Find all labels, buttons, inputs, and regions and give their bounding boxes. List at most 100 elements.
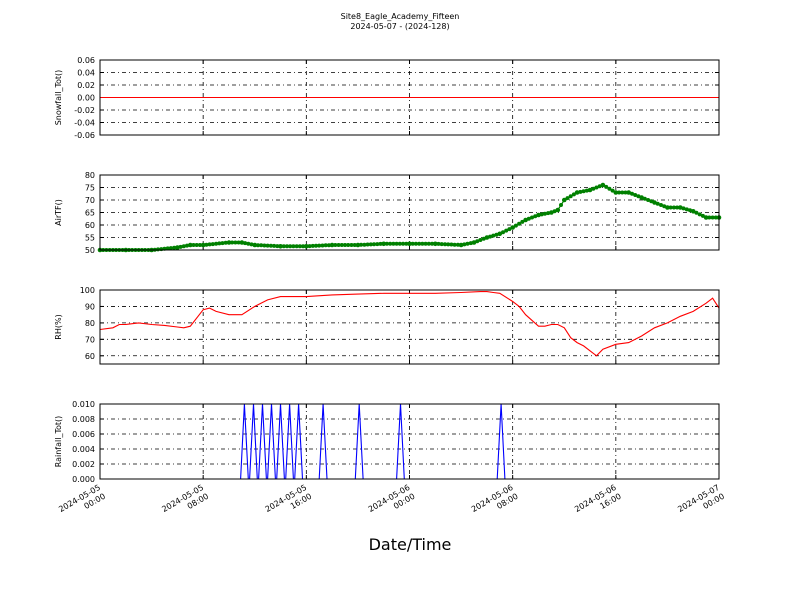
data-point	[233, 240, 238, 245]
data-point	[478, 238, 483, 242]
data-point	[317, 243, 322, 248]
data-point	[275, 244, 280, 249]
data-point	[188, 242, 193, 248]
data-point	[542, 211, 547, 216]
data-point	[446, 242, 451, 247]
data-point	[426, 241, 431, 246]
data-point	[417, 241, 422, 246]
data-point	[378, 241, 383, 246]
x-tick-label: 2024-05-0700:00	[676, 483, 726, 523]
data-point	[600, 182, 606, 188]
data-point	[268, 243, 273, 248]
data-point	[526, 216, 531, 221]
data-point	[243, 241, 248, 246]
data-point	[549, 210, 554, 215]
data-point	[449, 242, 454, 247]
data-point	[452, 242, 457, 247]
data-point	[301, 244, 306, 249]
y-tick-label: 0.010	[72, 400, 95, 409]
y-tick-label: 75	[85, 184, 95, 193]
y-tick-label: 60	[85, 221, 95, 230]
data-point	[375, 242, 380, 247]
data-point	[578, 189, 583, 194]
data-point	[339, 243, 344, 247]
data-point	[410, 241, 415, 246]
data-point	[362, 242, 367, 247]
data-point	[675, 205, 680, 210]
data-point	[555, 207, 561, 213]
y-tick-label: 0.02	[77, 81, 95, 90]
data-point	[401, 241, 406, 246]
subplot-4: 0.010 0.008 0.006 0.004 0.002 0.000 Rainfall_T…	[54, 400, 720, 484]
data-point	[372, 242, 376, 247]
y-tick-label: 70	[85, 335, 95, 344]
data-point	[520, 219, 525, 224]
data-point	[168, 246, 173, 251]
data-point	[291, 244, 296, 249]
y-tick-label: 0.04	[77, 69, 95, 78]
axes-frame	[99, 59, 720, 136]
data-point	[256, 243, 260, 248]
y-tick-label: 0.008	[72, 415, 95, 424]
y-tick-label: -0.06	[74, 131, 95, 140]
data-point	[471, 240, 477, 245]
data-point	[568, 194, 573, 199]
data-point	[349, 243, 354, 247]
subplot-1: 0.06 0.04 0.02 0.00 -0.02 -0.04 -0.06 Snowfall_…	[54, 56, 720, 140]
data-point	[204, 242, 209, 247]
data-point	[181, 244, 186, 249]
data-point	[494, 232, 499, 237]
data-point	[239, 240, 245, 245]
data-point	[210, 242, 215, 247]
data-point	[574, 190, 580, 195]
y-tick-label: 0.00	[77, 94, 95, 103]
data-point	[530, 215, 534, 220]
data-point	[336, 243, 341, 247]
data-point	[684, 207, 689, 212]
data-point	[246, 241, 251, 246]
data-point	[200, 242, 206, 248]
data-point	[594, 185, 599, 190]
data-point	[581, 189, 586, 194]
y-axis-label: Rainfall_Tot()	[54, 416, 63, 468]
data-point	[262, 243, 267, 248]
y-tick-label: 0.002	[72, 460, 95, 469]
data-point	[707, 215, 712, 220]
data-point	[388, 241, 393, 246]
data-point	[423, 241, 428, 246]
data-point	[297, 244, 302, 249]
data-point	[281, 244, 286, 249]
y-tick-label: 80	[85, 171, 95, 180]
data-point	[346, 243, 351, 247]
data-point	[433, 241, 438, 247]
y-tick-label: -0.04	[74, 119, 95, 128]
y-tick-label: 90	[85, 302, 95, 311]
y-tick-label: 65	[85, 209, 95, 218]
data-point	[562, 197, 567, 203]
data-point	[194, 243, 199, 247]
data-point	[604, 184, 609, 189]
data-point	[610, 188, 615, 193]
series-line	[100, 184, 719, 251]
y-tick-label: 80	[85, 319, 95, 328]
y-tick-label: 60	[85, 352, 95, 361]
data-point	[329, 242, 335, 248]
y-tick-label: 0.000	[72, 475, 95, 484]
y-tick-label: 100	[80, 286, 95, 295]
axes-frame	[99, 289, 720, 365]
data-point	[223, 240, 228, 245]
data-point	[465, 241, 470, 246]
x-tick-label: 2024-05-0500:00	[57, 483, 107, 523]
data-point	[439, 242, 444, 247]
data-point	[623, 190, 628, 195]
data-point	[397, 241, 402, 246]
data-point	[501, 230, 505, 235]
data-point	[491, 233, 496, 238]
data-point	[352, 243, 357, 247]
data-point	[523, 217, 528, 223]
data-point	[710, 215, 715, 220]
data-point	[314, 243, 318, 248]
x-tick-label: 2024-05-0616:00	[573, 483, 623, 523]
data-point	[178, 244, 183, 249]
data-point	[294, 244, 299, 249]
